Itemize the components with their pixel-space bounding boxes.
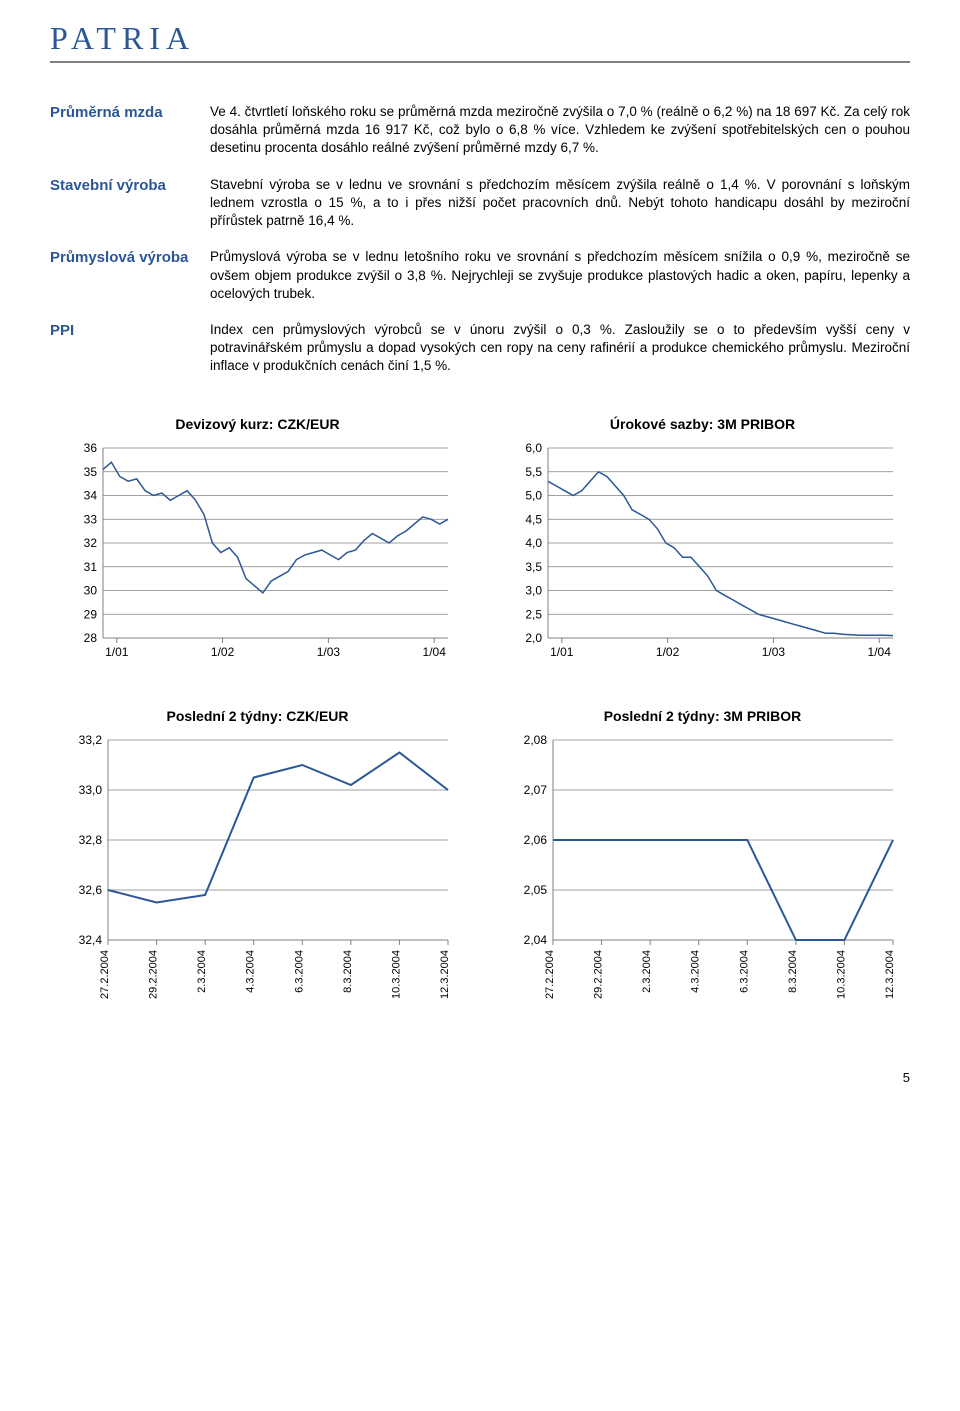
svg-text:34: 34: [83, 488, 97, 502]
section-row: PPI Index cen průmyslových výrobců se v ú…: [50, 321, 910, 376]
text-sections: Průměrná mzda Ve 4. čtvrtletí loňského ro…: [50, 103, 910, 376]
chart-3m-pribor: Úrokové sazby: 3M PRIBOR 2,0 2,5 3,0 3,5 4,0…: [503, 416, 903, 668]
chart-svg: 32,4 32,6 32,8 33,0 33,2 27.2.2004 29.2.2004 2.…: [58, 730, 458, 1030]
section-label: Stavební výroba: [50, 176, 190, 231]
section-row: Průměrná mzda Ve 4. čtvrtletí loňského ro…: [50, 103, 910, 158]
section-text: Index cen průmyslových výrobců se v únor…: [210, 321, 910, 376]
svg-text:30: 30: [83, 583, 97, 597]
svg-text:4.3.2004: 4.3.2004: [244, 950, 256, 993]
svg-text:10.3.2004: 10.3.2004: [390, 950, 402, 999]
chart-title: Devizový kurz: CZK/EUR: [58, 416, 458, 432]
svg-text:8.3.2004: 8.3.2004: [341, 950, 353, 993]
svg-text:2,04: 2,04: [523, 933, 547, 947]
svg-text:31: 31: [83, 559, 97, 573]
svg-text:29.2.2004: 29.2.2004: [592, 950, 604, 999]
svg-text:35: 35: [83, 464, 97, 478]
svg-text:1/02: 1/02: [655, 645, 679, 659]
svg-text:33,0: 33,0: [78, 783, 102, 797]
section-row: Průmyslová výroba Průmyslová výroba se v …: [50, 248, 910, 303]
svg-text:4,0: 4,0: [525, 536, 542, 550]
svg-text:6,0: 6,0: [525, 441, 542, 455]
section-label: PPI: [50, 321, 190, 376]
svg-text:3,0: 3,0: [525, 583, 542, 597]
logo: PATRIA: [50, 20, 910, 57]
svg-text:6.3.2004: 6.3.2004: [293, 950, 305, 993]
svg-text:2,06: 2,06: [523, 833, 547, 847]
svg-text:2,5: 2,5: [525, 607, 542, 621]
section-label: Průměrná mzda: [50, 103, 190, 158]
svg-text:2,08: 2,08: [523, 733, 547, 747]
svg-text:2,05: 2,05: [523, 883, 547, 897]
svg-text:27.2.2004: 27.2.2004: [544, 950, 556, 999]
svg-text:2,0: 2,0: [525, 631, 542, 645]
svg-text:4,5: 4,5: [525, 512, 542, 526]
svg-text:29: 29: [83, 607, 97, 621]
svg-text:1/04: 1/04: [422, 645, 446, 659]
svg-text:32,8: 32,8: [78, 833, 102, 847]
svg-text:2,07: 2,07: [523, 783, 547, 797]
section-label: Průmyslová výroba: [50, 248, 190, 303]
svg-text:2.3.2004: 2.3.2004: [641, 950, 653, 993]
svg-text:5,5: 5,5: [525, 464, 542, 478]
svg-text:1/01: 1/01: [550, 645, 574, 659]
svg-text:27.2.2004: 27.2.2004: [99, 950, 111, 999]
svg-text:32: 32: [83, 536, 97, 550]
svg-text:1/02: 1/02: [210, 645, 234, 659]
section-text: Ve 4. čtvrtletí loňského roku se průměrn…: [210, 103, 910, 158]
chart-czk-eur-2w: Poslední 2 týdny: CZK/EUR 32,4 32,6 32,8 33…: [58, 708, 458, 1030]
svg-text:1/03: 1/03: [761, 645, 785, 659]
logo-rule: [50, 61, 910, 63]
svg-text:33,2: 33,2: [78, 733, 102, 747]
section-text: Průmyslová výroba se v lednu letošního r…: [210, 248, 910, 303]
svg-text:33: 33: [83, 512, 97, 526]
chart-czk-eur: Devizový kurz: CZK/EUR 28 29 30 31 32 33 34 35 3…: [58, 416, 458, 668]
svg-text:29.2.2004: 29.2.2004: [147, 950, 159, 999]
svg-text:36: 36: [83, 441, 97, 455]
svg-text:6.3.2004: 6.3.2004: [738, 950, 750, 993]
section-row: Stavební výroba Stavební výroba se v ledn…: [50, 176, 910, 231]
chart-3m-pribor-2w: Poslední 2 týdny: 3M PRIBOR 2,04 2,05 2,06…: [503, 708, 903, 1030]
chart-svg: 28 29 30 31 32 33 34 35 36 1/01 1/02 1/03 1/04: [58, 438, 458, 668]
page-number: 5: [50, 1070, 910, 1085]
charts-row-1: Devizový kurz: CZK/EUR 28 29 30 31 32 33 34 35 3…: [50, 416, 910, 668]
svg-text:2.3.2004: 2.3.2004: [196, 950, 208, 993]
svg-text:32,6: 32,6: [78, 883, 102, 897]
svg-text:8.3.2004: 8.3.2004: [786, 950, 798, 993]
svg-text:1/03: 1/03: [316, 645, 340, 659]
svg-text:32,4: 32,4: [78, 933, 102, 947]
svg-text:3,5: 3,5: [525, 559, 542, 573]
chart-title: Poslední 2 týdny: 3M PRIBOR: [503, 708, 903, 724]
chart-svg: 2,04 2,05 2,06 2,07 2,08 27.2.2004 29.2.2004 2.…: [503, 730, 903, 1030]
svg-text:1/04: 1/04: [867, 645, 891, 659]
svg-text:1/01: 1/01: [105, 645, 129, 659]
chart-title: Poslední 2 týdny: CZK/EUR: [58, 708, 458, 724]
svg-text:4.3.2004: 4.3.2004: [689, 950, 701, 993]
section-text: Stavební výroba se v lednu ve srovnání s…: [210, 176, 910, 231]
svg-text:12.3.2004: 12.3.2004: [439, 950, 451, 999]
svg-text:28: 28: [83, 631, 97, 645]
chart-svg: 2,0 2,5 3,0 3,5 4,0 4,5 5,0 5,5 6,0 1/01 1/02 1/03 1…: [503, 438, 903, 668]
chart-title: Úrokové sazby: 3M PRIBOR: [503, 416, 903, 432]
svg-text:5,0: 5,0: [525, 488, 542, 502]
svg-text:10.3.2004: 10.3.2004: [835, 950, 847, 999]
charts-row-2: Poslední 2 týdny: CZK/EUR 32,4 32,6 32,8 33…: [50, 708, 910, 1030]
svg-text:12.3.2004: 12.3.2004: [884, 950, 896, 999]
